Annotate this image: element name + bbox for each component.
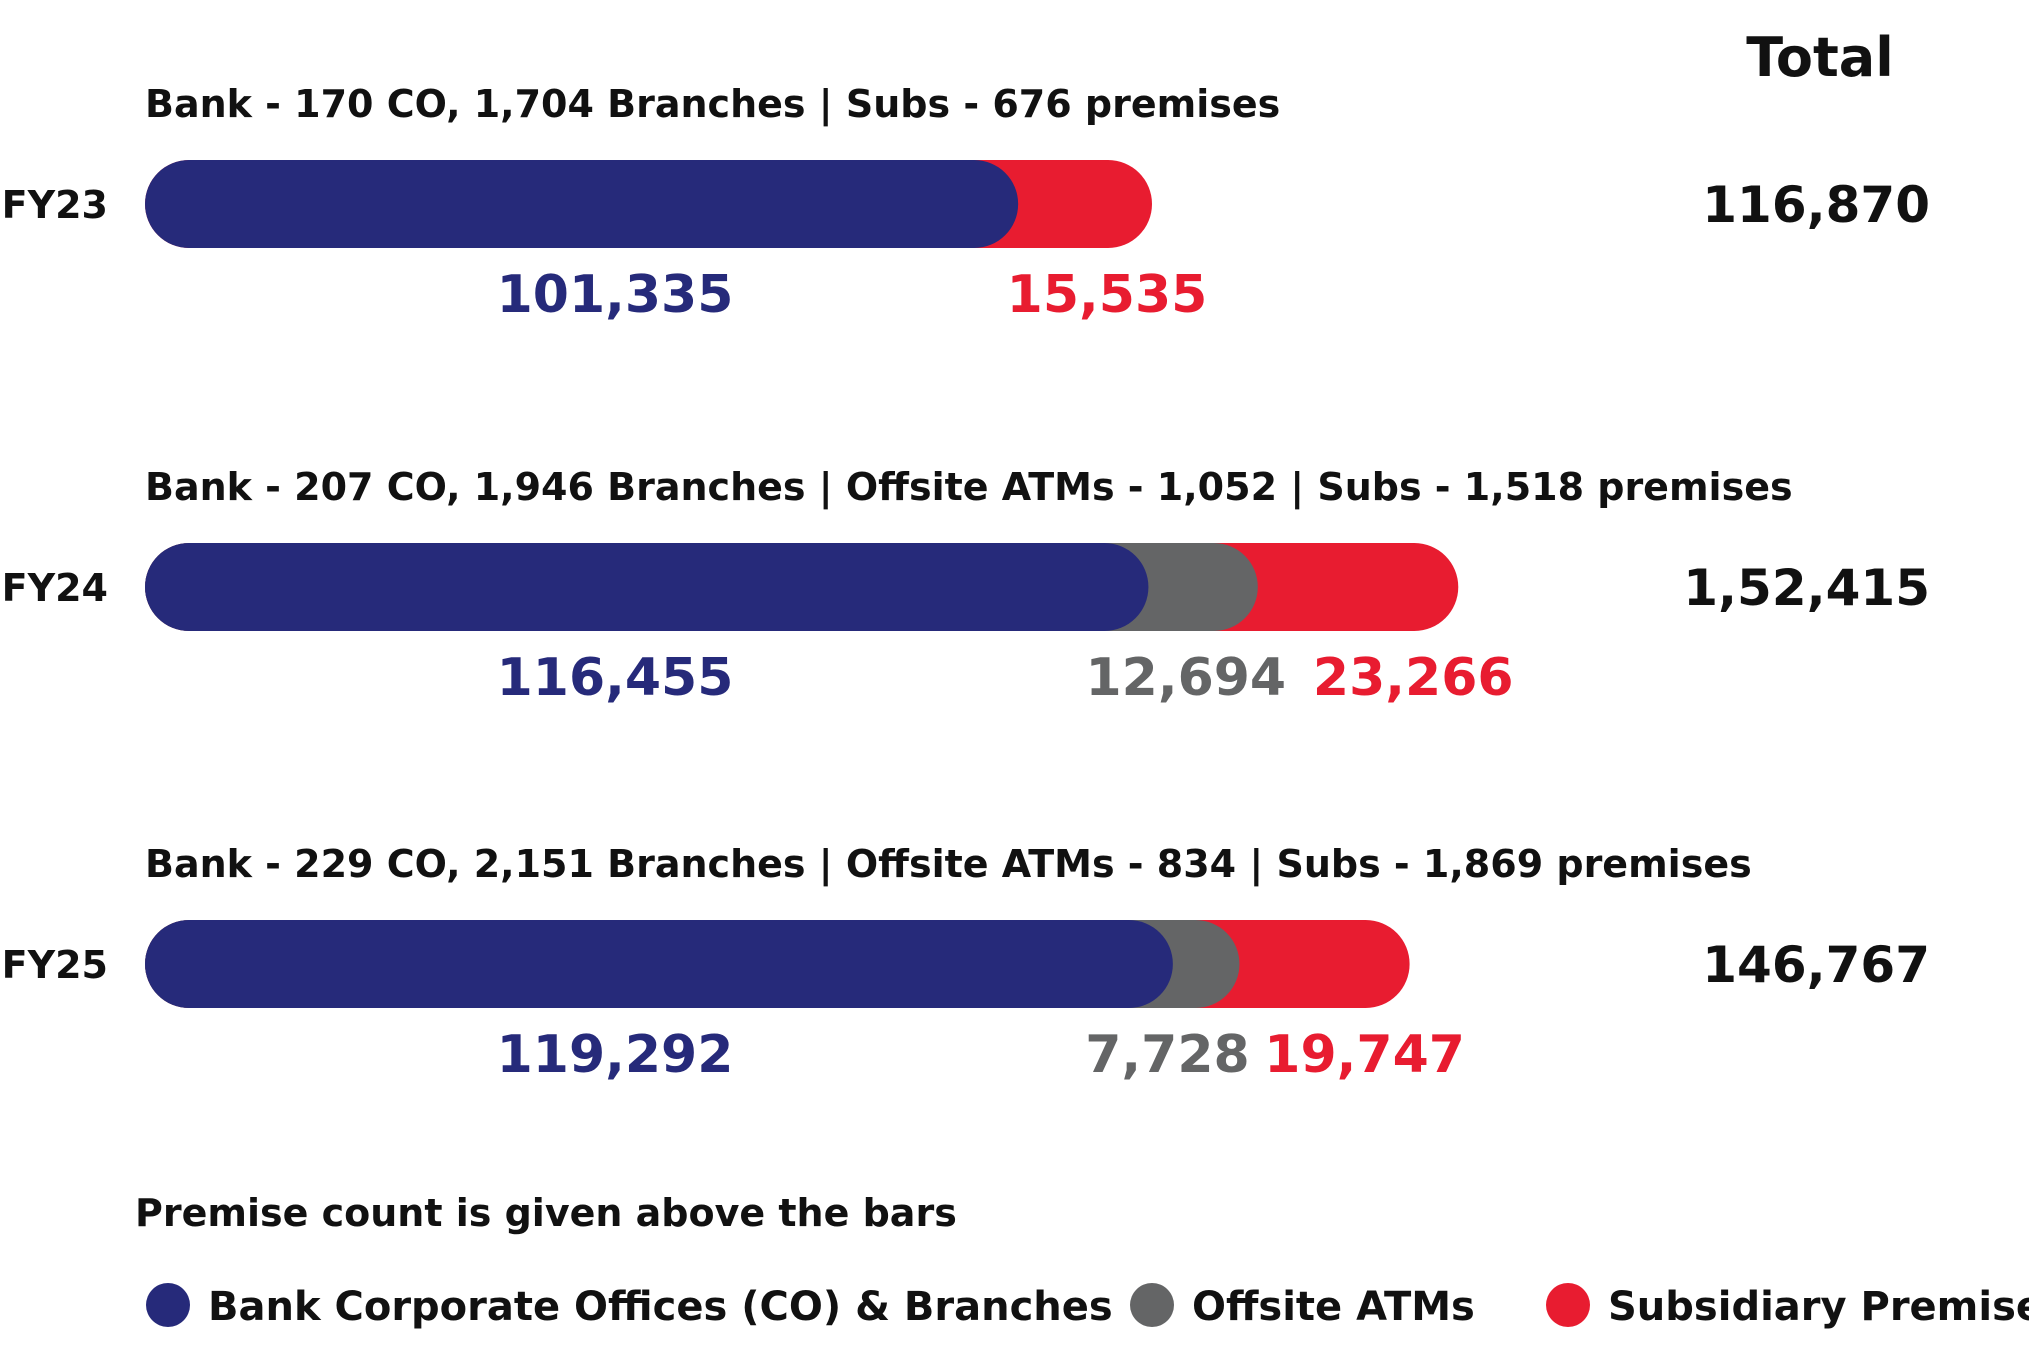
value-label: 19,747: [1264, 1025, 1465, 1085]
value-label: 116,455: [497, 648, 734, 708]
bar-row-fy25: Bank - 229 CO, 2,151 Branches | Offsite …: [2, 842, 1930, 1085]
total-label: 116,870: [1702, 176, 1930, 234]
legend-marker: [146, 1283, 190, 1327]
premise-note: Premise count is given above the bars: [135, 1191, 957, 1235]
value-label: 12,694: [1085, 648, 1286, 708]
value-label: 119,292: [497, 1025, 734, 1085]
bar-segment-fy23-0: [145, 160, 1019, 248]
legend: Bank Corporate Offices (CO) & Branches Of…: [146, 1283, 2029, 1330]
category-label: FY24: [2, 566, 108, 610]
bar-row-fy24: Bank - 207 CO, 1,946 Branches | Offsite …: [2, 465, 1930, 708]
bar-caption: Bank - 170 CO, 1,704 Branches | Subs - 6…: [145, 82, 1280, 127]
legend-label: Offsite ATMs: [1192, 1284, 1475, 1330]
bar-segment-fy25-0: [145, 920, 1173, 1008]
bar-caption: Bank - 229 CO, 2,151 Branches | Offsite …: [145, 842, 1752, 887]
bar-segment-fy24-0: [145, 543, 1149, 631]
total-label: 146,767: [1702, 936, 1930, 994]
value-label: 101,335: [497, 265, 734, 325]
bar-caption: Bank - 207 CO, 1,946 Branches | Offsite …: [145, 465, 1793, 510]
total-header: Total: [1746, 26, 1894, 89]
bar-row-fy23: Bank - 170 CO, 1,704 Branches | Subs - 6…: [2, 82, 1930, 325]
value-label: 15,535: [1007, 265, 1208, 325]
legend-label: Bank Corporate Offices (CO) & Branches: [208, 1284, 1113, 1330]
category-label: FY23: [2, 183, 108, 227]
value-label: 7,728: [1085, 1025, 1249, 1085]
legend-marker: [1546, 1283, 1590, 1327]
value-label: 23,266: [1313, 648, 1514, 708]
legend-label: Subsidiary Premises: [1608, 1284, 2029, 1330]
total-label: 1,52,415: [1683, 559, 1930, 617]
category-label: FY25: [2, 943, 108, 987]
legend-marker: [1130, 1283, 1174, 1327]
